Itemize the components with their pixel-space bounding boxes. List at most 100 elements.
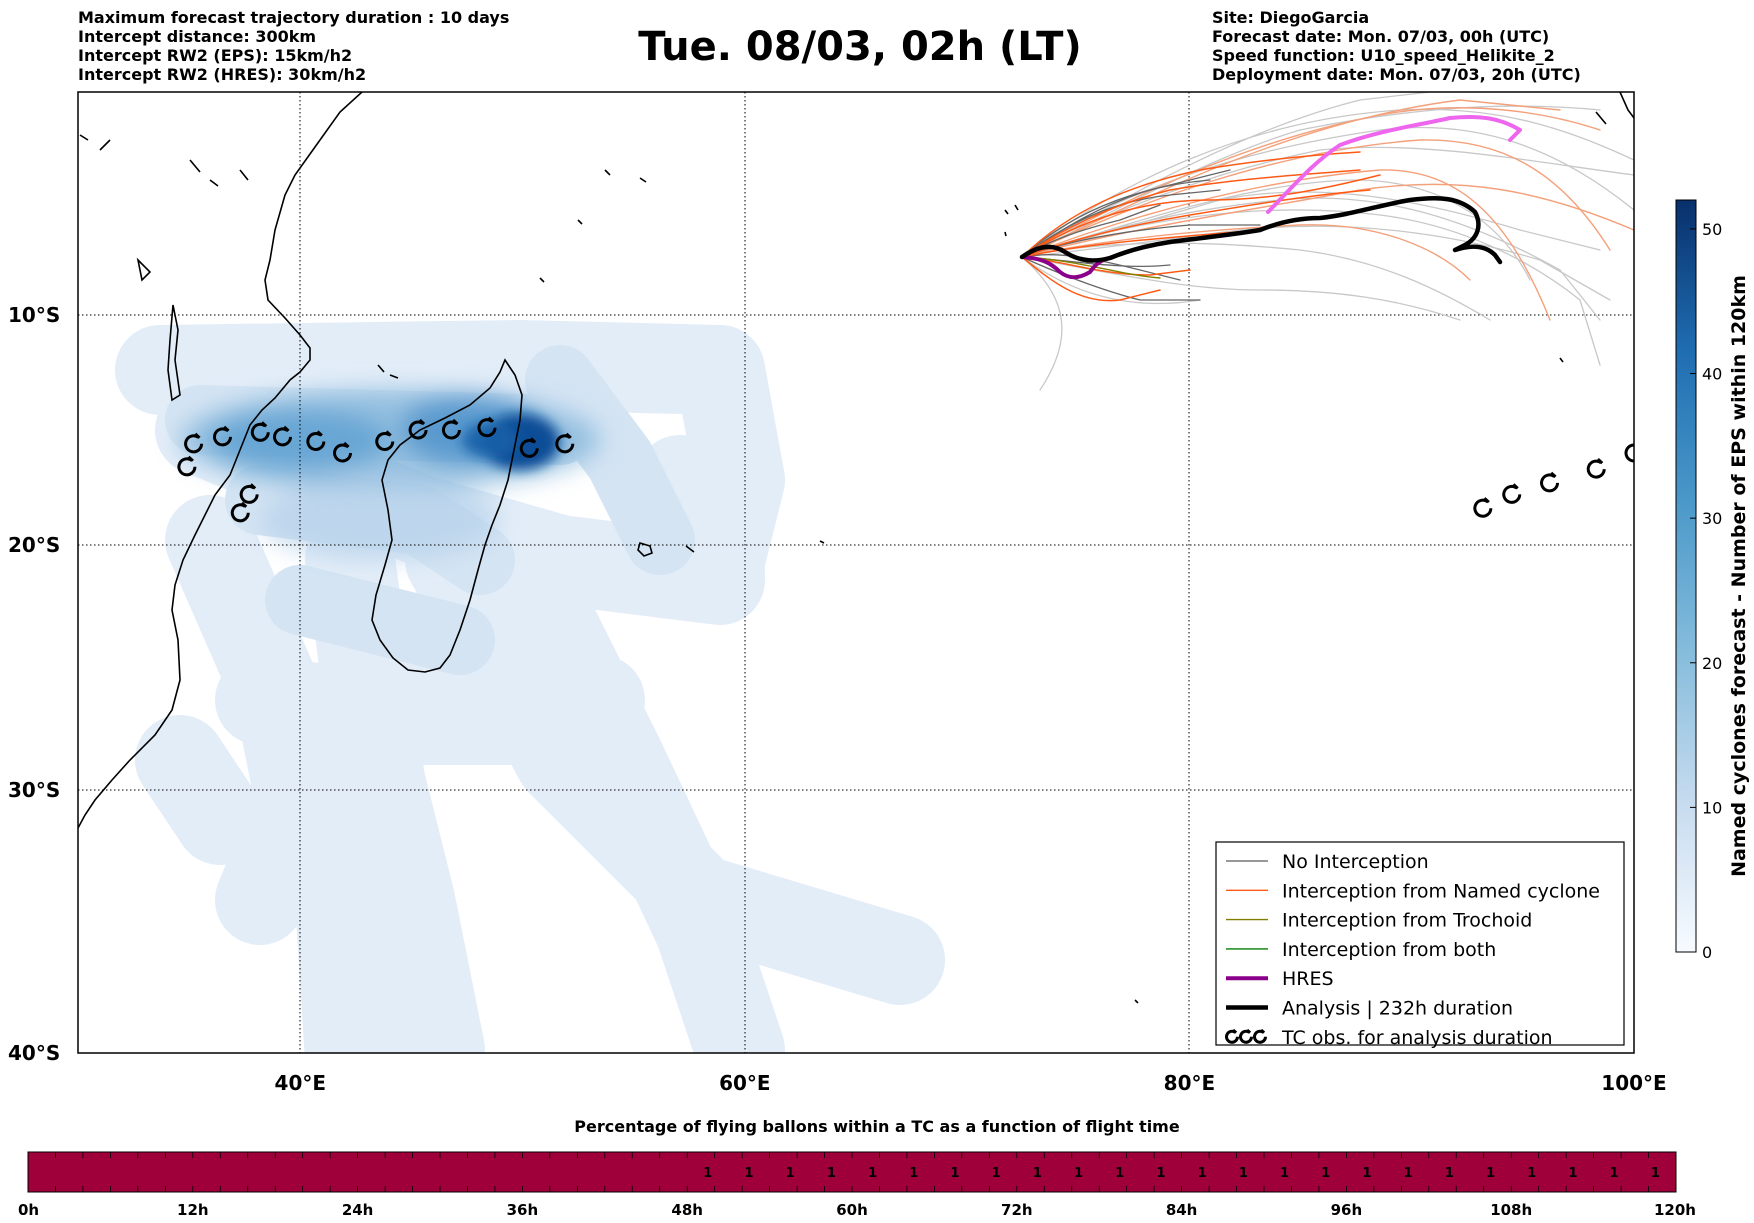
tc-obs-icon [213, 425, 232, 447]
colorbar-label: Named cyclones forecast - Number of EPS … [1728, 275, 1750, 877]
x-tick-label: 40°E [275, 1071, 327, 1095]
flight-time-value: 1 [1527, 1166, 1536, 1181]
forecast-cyclone-track [1266, 114, 1522, 214]
legend-item: No Interception [1226, 851, 1429, 873]
tc-obs-icon [177, 455, 197, 477]
comoros [377, 364, 399, 379]
x-tick-label: 60°E [719, 1071, 771, 1095]
flight-time-label: 36h [507, 1201, 539, 1219]
flight-time-value: 1 [1486, 1166, 1495, 1181]
cocos-islands [1134, 357, 1564, 1004]
flight-time-value: 1 [1404, 1166, 1413, 1181]
colorbar-tick-label: 50 [1702, 220, 1722, 239]
tc-obs-icon [1586, 457, 1606, 479]
tc-obs-icon [1502, 483, 1522, 504]
seychelles [539, 169, 647, 283]
tc-obs-icon [477, 416, 497, 438]
flight-time-label: 72h [1001, 1201, 1033, 1219]
legend: No Interception Interception from Named c… [1215, 841, 1625, 1049]
colorbar: 0 10 20 30 40 50 Named cyclones forecast - Nu… [1675, 199, 1750, 962]
flight-time-value: 1 [1033, 1166, 1042, 1181]
analysis-trajectory [1019, 195, 1503, 265]
flight-time-label: 120h [1654, 1201, 1696, 1219]
flight-time-value: 1 [786, 1166, 795, 1181]
flight-time-label: 84h [1166, 1201, 1198, 1219]
madagascar-coast [371, 358, 523, 673]
tc-obs-icon [1253, 1028, 1267, 1044]
forecast-parameters: Maximum forecast trajectory duration : 1… [78, 8, 509, 84]
flight-time-value: 1 [950, 1166, 959, 1181]
tc-obs-icon [375, 430, 395, 451]
param-deployment-date: Deployment date: Mon. 07/03, 20h (UTC) [1212, 65, 1581, 84]
flight-time-value: 1 [1568, 1166, 1577, 1181]
flight-time-label: 24h [342, 1201, 374, 1219]
flight-time-value: 1 [992, 1166, 1001, 1181]
legend-label: Interception from both [1282, 939, 1496, 961]
tc-obs-icon [230, 501, 250, 523]
coastlines [78, 92, 1634, 1004]
legend-label: Analysis | 232h duration [1282, 998, 1513, 1020]
flight-time-value: 1 [1198, 1166, 1207, 1181]
y-tick-label: 20°S [8, 533, 60, 557]
flight-time-value: 1 [703, 1166, 712, 1181]
param-duration: Maximum forecast trajectory duration : 1… [78, 8, 510, 27]
flight-time-label: 108h [1490, 1201, 1532, 1219]
tc-obs-icon [273, 425, 293, 447]
chagos-islands [1004, 204, 1019, 237]
legend-item: Analysis | 232h duration [1226, 998, 1513, 1020]
legend-item: Interception from both [1226, 939, 1496, 961]
flight-time-label: 12h [177, 1201, 209, 1219]
colorbar-tick-label: 10 [1702, 798, 1722, 817]
flight-time-value: 1 [744, 1166, 753, 1181]
tc-obs-icon [239, 483, 259, 504]
flight-time-value: 1 [1239, 1166, 1248, 1181]
balloon-trajectories [1019, 92, 1634, 391]
tc-obs-icon [1473, 497, 1493, 518]
flight-time-value: 1 [1115, 1166, 1124, 1181]
param-speed-function: Speed function: U10_speed_Helikite_2 [1212, 46, 1555, 65]
named-cyclone-trajectories [1021, 151, 1381, 302]
flight-time-value: 1 [1445, 1166, 1454, 1181]
param-site: Site: DiegoGarcia [1212, 8, 1370, 27]
colorbar-tick-label: 20 [1702, 654, 1722, 673]
map-frame [77, 91, 1635, 1054]
flight-time-value: 1 [1610, 1166, 1619, 1181]
legend-label: HRES [1282, 968, 1334, 990]
legend-label: Interception from Named cyclone [1282, 880, 1600, 902]
map-title: Tue. 08/03, 02h (LT) [638, 24, 1082, 70]
tc-obs-icon [1540, 471, 1560, 493]
somalia-islands [136, 159, 219, 282]
tc-obs-icon [306, 430, 326, 451]
flight-time-label: 96h [1331, 1201, 1363, 1219]
tc-obs-icon [250, 421, 270, 442]
axis-labels: 40°E 60°E 80°E 100°E 10°S 20°S 30°S 40°S [8, 303, 1667, 1095]
flight-time-value: 1 [1280, 1166, 1289, 1181]
y-tick-label: 40°S [8, 1041, 60, 1065]
tc-obs-icon [1239, 1028, 1253, 1044]
legend-item: TC obs. for analysis duration [1225, 1027, 1553, 1049]
legend-item: Interception from Named cyclone [1226, 880, 1600, 902]
flight-time-value: 1 [1651, 1166, 1660, 1181]
flight-time-label: 60h [836, 1201, 868, 1219]
tc-observations [177, 416, 1634, 523]
tc-obs-icon [519, 437, 539, 458]
colorbar-tick-label: 40 [1702, 365, 1722, 384]
colorbar-scale [1675, 199, 1697, 953]
tc-obs-icon [441, 418, 461, 440]
reunion-mauritius [637, 540, 825, 557]
flight-time-value: 1 [1074, 1166, 1083, 1181]
site-parameters: Site: DiegoGarcia Forecast date: Mon. 07… [1212, 8, 1581, 84]
param-intercept-hres: Intercept RW2 (HRES): 30km/h2 [78, 65, 367, 84]
tc-obs-icon [555, 432, 575, 454]
param-forecast-date: Forecast date: Mon. 07/03, 00h (UTC) [1212, 27, 1550, 46]
flight-time-bar-fill [27, 1151, 1677, 1193]
flight-time-bar: 1 1 1 1 1 1 1 1 1 1 1 1 1 1 1 1 1 1 1 1 1 1 1 1 0h 12h 24h 36h 48h 6… [18, 1151, 1696, 1219]
map-plot-area [78, 92, 1634, 1053]
tc-obs-icon [333, 441, 353, 463]
africa-coast [78, 92, 363, 829]
flight-time-bar-title: Percentage of flying ballons within a TC… [574, 1117, 1180, 1136]
flight-time-value: 1 [827, 1166, 836, 1181]
legend-label: Interception from Trochoid [1282, 910, 1532, 932]
flight-time-label: 0h [18, 1201, 39, 1219]
